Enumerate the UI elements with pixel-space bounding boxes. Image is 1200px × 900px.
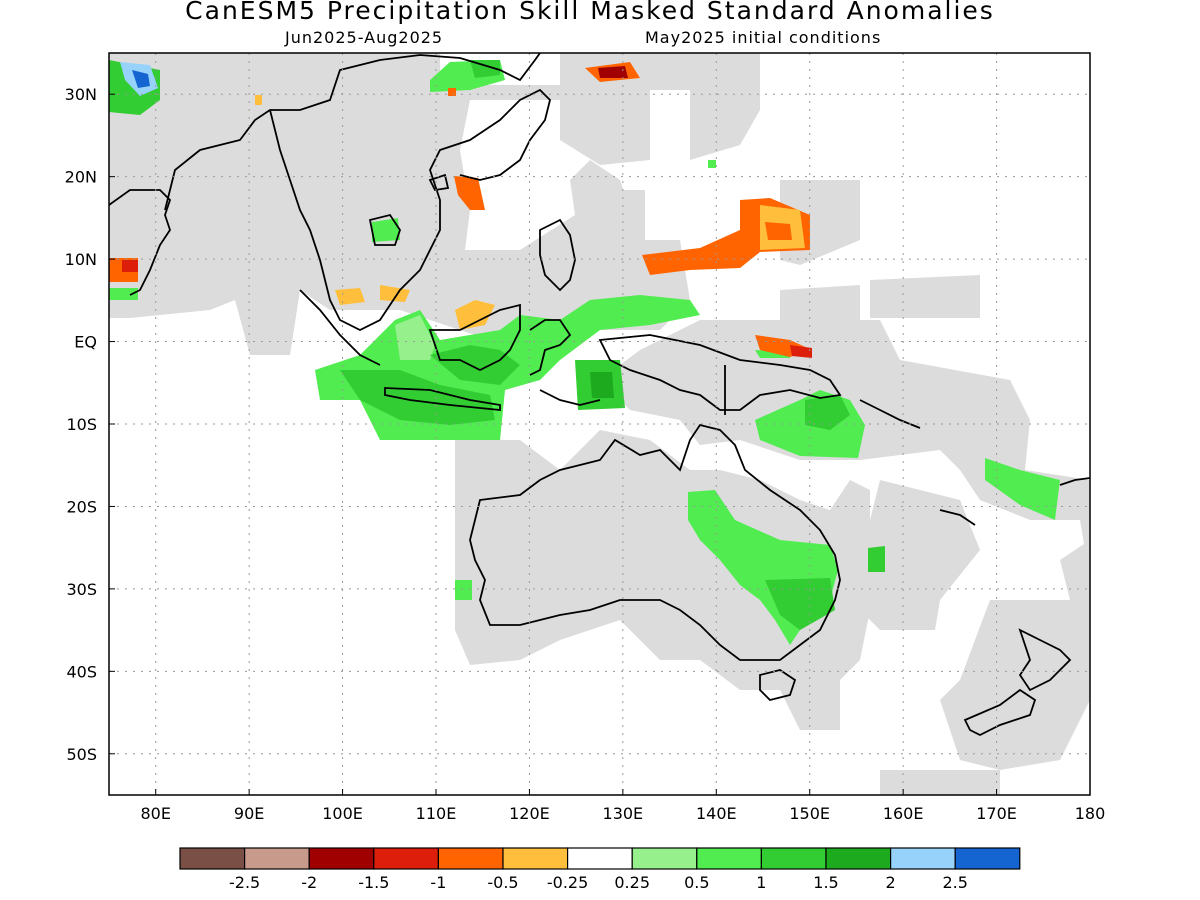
- colorbar-label: -0.5: [487, 873, 518, 892]
- colorbar-swatch: [889, 847, 956, 870]
- colorbar-swatch: [631, 847, 698, 870]
- lon-tick-label: 110E: [416, 804, 457, 823]
- colorbar-swatch: [373, 847, 439, 870]
- lat-tick-label: 20S: [66, 497, 97, 516]
- lon-tick-label: 80E: [140, 804, 170, 823]
- lat-tick-label: 50S: [66, 745, 97, 764]
- negative-anomalies: [109, 62, 812, 358]
- map-area: [109, 53, 1090, 795]
- lat-tick-label: 30S: [66, 580, 97, 599]
- colorbar-label: -0.25: [547, 873, 588, 892]
- lat-tick-label: 10N: [65, 250, 97, 269]
- lat-tick-label: 40S: [66, 662, 97, 681]
- map-title: CanESM5 Precipitation Skill Masked Stand…: [185, 0, 995, 25]
- colorbar-swatch: [502, 847, 569, 870]
- lat-tick-label: 20N: [65, 168, 97, 187]
- colorbar-label: -1.5: [358, 873, 389, 892]
- lon-tick-label: 170E: [976, 804, 1017, 823]
- skill-mask: [109, 53, 1090, 795]
- lon-tick-label: 130E: [603, 804, 644, 823]
- colorbar-swatch: [825, 847, 892, 870]
- colorbar-swatch: [566, 847, 633, 870]
- lat-tick-label: 30N: [65, 85, 97, 104]
- colorbar-label: 1.5: [813, 873, 838, 892]
- coastlines: [109, 53, 1090, 737]
- lon-tick-label: 100E: [322, 804, 363, 823]
- colorbar-label: 2.5: [942, 873, 967, 892]
- lat-tick-label: EQ: [74, 333, 97, 352]
- colorbar-swatch: [437, 847, 504, 870]
- colorbar-label: -1: [430, 873, 446, 892]
- colorbar-swatch: [308, 847, 375, 870]
- colorbar-swatch: [760, 847, 827, 870]
- colorbar-label: 2: [886, 873, 896, 892]
- colorbar-swatch: [954, 847, 1021, 870]
- lat-tick-label: 10S: [66, 415, 97, 434]
- colorbar-swatch: [179, 847, 246, 870]
- lon-tick-label: 90E: [234, 804, 264, 823]
- colorbar-label: 0.5: [684, 873, 709, 892]
- lon-tick-label: 120E: [509, 804, 550, 823]
- initial-conditions: May2025 initial conditions: [645, 28, 882, 47]
- colorbar-label: 1: [756, 873, 766, 892]
- colorbar-swatch: [244, 847, 310, 870]
- graticule: [109, 53, 1090, 795]
- lon-tick-label: 150E: [789, 804, 830, 823]
- axis-labels: 30N 20N 10N EQ 10S 20S 30S 40S 50S 80E 90E 100E 110E…: [65, 85, 1106, 823]
- lon-tick-label: 140E: [696, 804, 737, 823]
- colorbar: -2.5 -2 -1.5 -1 -0.5 -0.25 0.25 0.5 1 1.5 2 2.5: [179, 847, 1021, 892]
- colorbar-label: -2.5: [229, 873, 260, 892]
- lon-tick-label: 180: [1075, 804, 1106, 823]
- colorbar-swatch: [696, 847, 762, 870]
- positive-anomalies: [109, 60, 1060, 645]
- forecast-period: Jun2025-Aug2025: [285, 28, 444, 47]
- colorbar-label: 0.25: [614, 873, 650, 892]
- colorbar-label: -2: [301, 873, 317, 892]
- lon-tick-label: 160E: [883, 804, 924, 823]
